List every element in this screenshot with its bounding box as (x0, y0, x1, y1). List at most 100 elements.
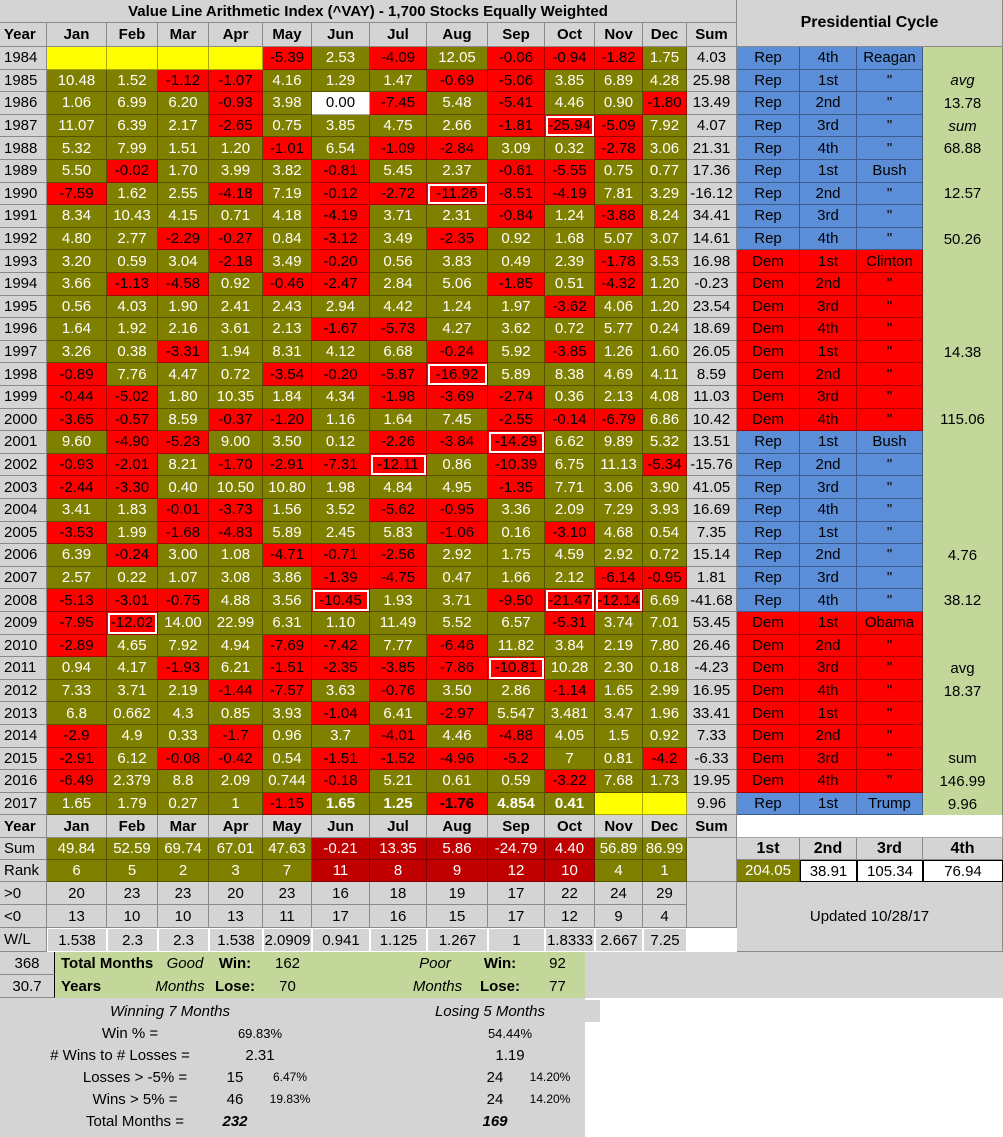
lt0-cell: 13 (209, 905, 263, 929)
month-value-cell: -0.27 (209, 227, 263, 251)
month-value-cell: 2.13 (595, 386, 643, 409)
month-value-cell: 3.49 (370, 227, 427, 251)
term-cell: 1st (800, 250, 857, 273)
footer-header-oct: Oct (545, 815, 595, 839)
term-cell: 2nd (800, 544, 857, 567)
month-value-cell: 3.71 (427, 589, 488, 612)
month-value-cell: -4.19 (312, 205, 370, 228)
month-value-cell: 2.19 (595, 634, 643, 658)
month-value-cell: -1.51 (263, 657, 312, 680)
years-count: 30.7 (0, 975, 55, 999)
footer-header-nov: Nov (595, 815, 643, 839)
month-value-cell: -4.19 (545, 182, 595, 206)
month-value-cell: 6.31 (263, 612, 312, 635)
month-value-cell: 6.75 (545, 453, 595, 477)
year-sum-cell: 13.49 (687, 92, 737, 115)
month-value-cell: -9.50 (488, 589, 545, 612)
year-sum-cell: 33.41 (687, 702, 737, 725)
wins-5pct-losing-pct: 14.20% (520, 1088, 580, 1111)
cycle-stat-cell (923, 634, 1003, 658)
cycle-stat-cell (923, 47, 1003, 70)
month-value-cell: 4.27 (427, 318, 488, 341)
year-cell: 2008 (0, 589, 47, 612)
party-cell: Rep (737, 499, 800, 522)
year-cell: 1996 (0, 318, 47, 341)
month-value-cell: 1.75 (643, 47, 687, 70)
month-value-cell: -1.85 (488, 273, 545, 296)
month-value-cell: 1.51 (158, 137, 209, 160)
month-value-cell: -16.92 (427, 363, 488, 386)
month-value-cell: -1.15 (263, 792, 312, 816)
good-win-label: Win: (210, 952, 260, 976)
month-value-cell: 3.29 (643, 182, 687, 206)
month-sum-cell: 86.99 (643, 838, 687, 861)
year-cell: 2015 (0, 747, 47, 771)
month-value-cell: 0.54 (263, 747, 312, 771)
cycle-stat-cell (923, 205, 1003, 228)
cycle-stat-cell (923, 499, 1003, 522)
month-value-cell: 1.65 (47, 792, 107, 816)
month-value-cell: 2.39 (545, 250, 595, 273)
month-value-cell: 3.98 (263, 92, 312, 115)
term-header-2nd: 2nd (800, 838, 857, 861)
year-sum-cell: 18.69 (687, 318, 737, 341)
month-value-cell: 0.56 (47, 295, 107, 319)
month-sum-cell: 4.40 (545, 838, 595, 861)
month-value-cell: 6.54 (312, 137, 370, 160)
month-value-cell: 0.00 (312, 92, 370, 115)
month-value-cell: 1.73 (643, 770, 687, 793)
month-value-cell: 1.64 (47, 318, 107, 341)
gt0-cell: 29 (643, 882, 687, 906)
month-value-cell: 0.49 (488, 250, 545, 273)
month-value-cell: 2.86 (488, 679, 545, 703)
month-value-cell: 0.72 (545, 318, 595, 341)
month-value-cell: 4.88 (209, 589, 263, 612)
month-value-cell: -1.01 (263, 137, 312, 160)
month-value-cell: 0.75 (595, 160, 643, 183)
month-value-cell: -5.06 (488, 69, 545, 93)
losses-5pct-winning: 15 (210, 1066, 260, 1089)
month-value-cell: 2.17 (158, 114, 209, 138)
term-cell: 3rd (800, 476, 857, 499)
president-cell: " (857, 521, 923, 545)
month-value-cell: -0.71 (312, 544, 370, 567)
month-value-cell: 5.21 (370, 770, 427, 793)
month-value-cell: 1.96 (643, 702, 687, 725)
president-cell: Clinton (857, 250, 923, 273)
lt0-cell: 4 (643, 905, 687, 929)
party-cell: Rep (737, 792, 800, 816)
month-value-cell: 5.32 (643, 431, 687, 454)
wl-cell: 1.267 (427, 928, 488, 953)
month-value-cell: 0.86 (427, 453, 488, 477)
losses-5pct-losing-pct: 14.20% (520, 1066, 580, 1089)
month-value-cell: -1.78 (595, 250, 643, 273)
footer-header-mar: Mar (158, 815, 209, 839)
good-lose-label: Lose: (210, 975, 260, 999)
president-cell: " (857, 589, 923, 612)
month-value-cell: 1.47 (370, 69, 427, 93)
month-value-cell: -0.06 (488, 47, 545, 70)
wins-5pct-winning-pct: 19.83% (260, 1088, 320, 1111)
month-rank-cell: 8 (370, 860, 427, 883)
year-sum-cell: 16.69 (687, 499, 737, 522)
month-value-cell: 7.19 (263, 182, 312, 206)
president-cell: " (857, 205, 923, 228)
month-value-cell: 5.07 (595, 227, 643, 251)
month-value-cell: 3.83 (427, 250, 488, 273)
month-value-cell: 3.71 (107, 679, 158, 703)
month-value-cell: 1.16 (312, 408, 370, 432)
party-cell: Rep (737, 114, 800, 138)
cycle-stat-value: 12.57 (923, 182, 1003, 206)
month-value-cell: -7.69 (263, 634, 312, 658)
cycle-stat-cell (923, 363, 1003, 386)
wl-cell: 0.941 (312, 928, 370, 953)
year-sum-cell: 16.95 (687, 679, 737, 703)
header-mar: Mar (158, 23, 209, 47)
footer-header-sum: Sum (687, 815, 737, 839)
president-cell: " (857, 725, 923, 748)
wins-5pct-losing: 24 (470, 1088, 520, 1111)
month-value-cell: 3.85 (312, 114, 370, 138)
month-value-cell: 3.50 (427, 679, 488, 703)
gt0-cell: 18 (370, 882, 427, 906)
header-year: Year (0, 23, 47, 47)
